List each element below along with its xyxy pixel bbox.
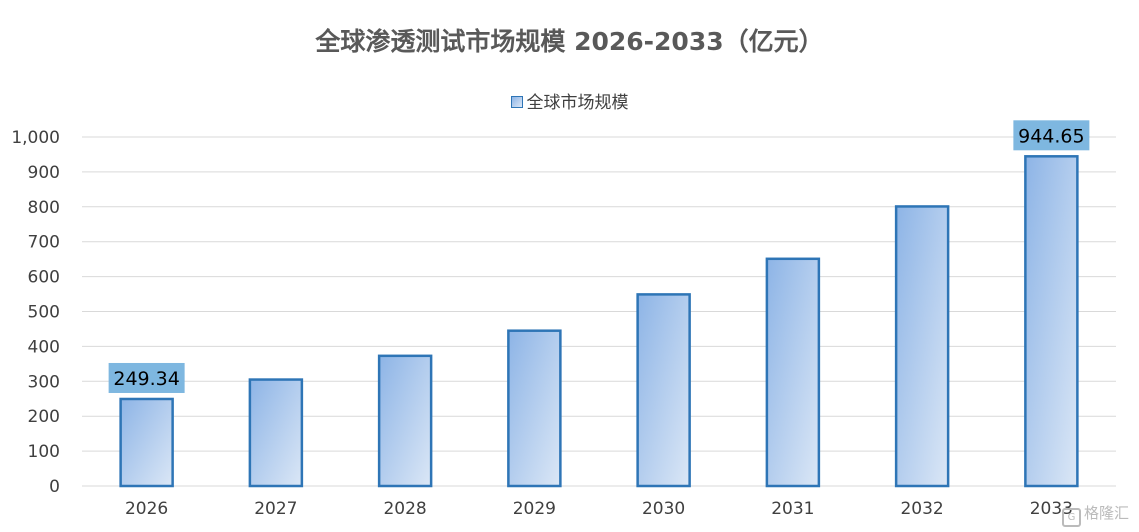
data-label-group: 944.65 bbox=[1013, 120, 1090, 151]
y-tick-label: 900 bbox=[28, 163, 60, 183]
g-logo-icon: G bbox=[1061, 508, 1081, 527]
data-label-box bbox=[1013, 120, 1090, 151]
data-label: 944.65 bbox=[1018, 125, 1084, 147]
y-tick-label: 400 bbox=[28, 337, 60, 357]
bar bbox=[507, 329, 562, 488]
bar bbox=[119, 397, 174, 488]
gridlines bbox=[82, 136, 1116, 487]
y-tick-label: 300 bbox=[28, 372, 60, 392]
x-tick-label: 2029 bbox=[513, 499, 556, 519]
data-labels: 249.34 944.65 bbox=[108, 120, 1090, 393]
x-tick-label: 2028 bbox=[383, 499, 426, 519]
bars bbox=[119, 155, 1079, 488]
x-tick-label: 2032 bbox=[900, 499, 943, 519]
y-tick-label: 100 bbox=[28, 442, 60, 462]
bar bbox=[1024, 155, 1079, 488]
chart-title: 全球渗透测试市场规模 2026-2033（亿元） bbox=[315, 27, 824, 56]
y-axis: 0 100 200 300 400 500 600 700 800 900 1,000 bbox=[11, 128, 60, 497]
x-tick-label: 2026 bbox=[125, 499, 168, 519]
watermark: G 格隆汇 bbox=[1061, 502, 1129, 527]
data-label-box bbox=[108, 362, 185, 393]
data-label-group: 249.34 bbox=[108, 362, 185, 393]
y-tick-label: 1,000 bbox=[11, 128, 60, 148]
bar bbox=[377, 354, 433, 488]
y-tick-label: 200 bbox=[28, 407, 60, 427]
bar bbox=[894, 205, 950, 488]
x-tick-label: 2027 bbox=[254, 499, 297, 519]
bar bbox=[248, 378, 304, 488]
y-tick-label: 700 bbox=[28, 233, 60, 253]
y-tick-label: 600 bbox=[28, 268, 60, 288]
legend-swatch bbox=[510, 96, 523, 108]
legend: 全球市场规模 bbox=[0, 88, 1139, 113]
x-tick-label: 2030 bbox=[642, 499, 685, 519]
x-tick-label: 2031 bbox=[771, 499, 814, 519]
watermark-text: 格隆汇 bbox=[1083, 504, 1129, 522]
y-tick-label: 800 bbox=[28, 198, 60, 218]
y-tick-label: 0 bbox=[49, 477, 60, 497]
y-tick-label: 500 bbox=[28, 303, 60, 323]
bar bbox=[636, 293, 691, 488]
bar bbox=[765, 257, 821, 488]
x-axis: 2026 2027 2028 2029 2030 2031 2032 2033 bbox=[125, 499, 1073, 519]
data-label: 249.34 bbox=[113, 368, 179, 390]
legend-label: 全球市场规模 bbox=[526, 93, 629, 113]
